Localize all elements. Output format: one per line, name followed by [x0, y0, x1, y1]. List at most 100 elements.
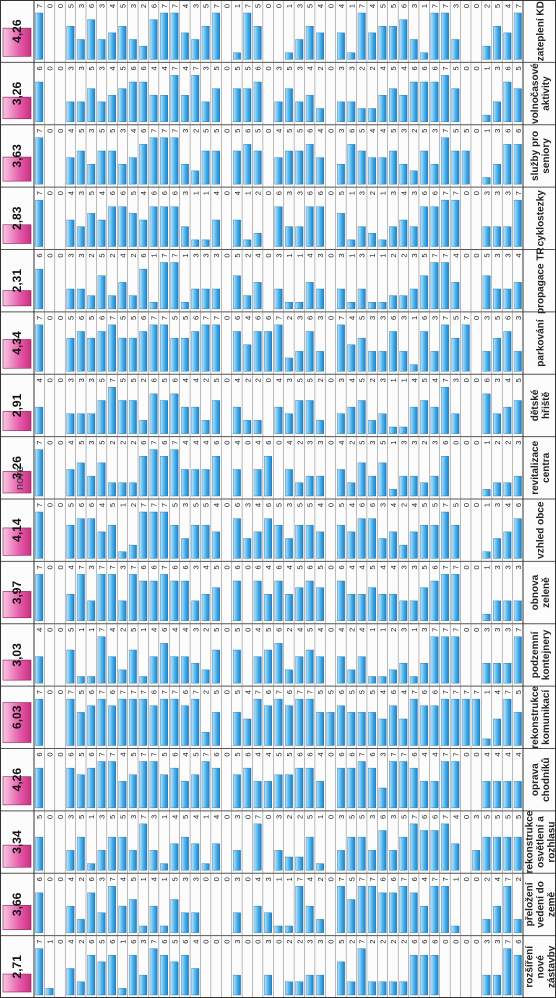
cell-value: 7 — [202, 316, 211, 320]
data-bar — [378, 981, 387, 996]
cell-value: 7 — [441, 503, 450, 507]
data-bar — [399, 600, 408, 621]
cell-value: 6 — [139, 316, 148, 320]
data-bar — [441, 886, 449, 933]
data-bar — [139, 45, 148, 60]
data-bar — [285, 52, 293, 60]
data-bar — [451, 761, 460, 809]
data-bar — [503, 948, 512, 996]
data-bar — [201, 594, 210, 621]
data-bar — [76, 39, 85, 60]
data-bar — [368, 587, 377, 621]
data-bar — [232, 219, 241, 247]
data-bar — [451, 843, 460, 871]
cell-value: 0 — [202, 940, 211, 944]
cell-value: 3 — [191, 4, 200, 8]
cell-value: 5 — [212, 690, 221, 694]
data-bar — [461, 324, 470, 372]
data-bar — [139, 761, 148, 809]
cell-value: 0 — [472, 253, 481, 257]
cell-value: 5 — [212, 565, 221, 569]
data-bar — [409, 531, 418, 559]
data-bar — [305, 649, 314, 684]
data-bar — [399, 761, 408, 809]
cell-value: 6 — [379, 815, 388, 819]
cell-value: 4 — [431, 378, 440, 382]
cell-value: 5 — [212, 66, 221, 70]
cell-value: 0 — [46, 877, 55, 881]
data-bar — [513, 400, 522, 434]
data-bar — [191, 331, 200, 372]
data-bar — [66, 413, 75, 434]
cell-value: 6 — [150, 378, 159, 382]
cell-value: 5 — [254, 129, 263, 133]
data-bar — [212, 288, 220, 310]
data-bar — [180, 337, 189, 372]
cell-value: 7 — [98, 690, 107, 694]
data-bar — [482, 781, 491, 809]
data-bar — [409, 600, 418, 621]
cell-value: 7 — [170, 4, 179, 8]
cell-value: 5 — [275, 752, 284, 756]
cell-value: 6 — [233, 316, 242, 320]
data-bar — [316, 420, 325, 434]
data-bar — [368, 233, 377, 247]
data-bar — [232, 912, 241, 933]
cell-value: 5 — [108, 815, 117, 819]
data-bar — [232, 649, 241, 684]
data-bar — [513, 919, 522, 933]
data-bar — [493, 413, 501, 434]
cell-value: 7 — [451, 628, 460, 632]
cell-value: 5 — [451, 503, 460, 507]
column-header: revitalizace centra — [530, 440, 552, 494]
cell-value: 7 — [441, 4, 450, 8]
cell-value: 1 — [118, 503, 127, 507]
cell-value: 2 — [285, 815, 294, 819]
data-bar — [378, 239, 387, 247]
cell-value: 0 — [472, 752, 481, 756]
cell-value: 2 — [118, 628, 127, 632]
cell-value: 5 — [160, 378, 169, 382]
cell-value: 5 — [358, 378, 367, 382]
data-bar — [97, 219, 106, 247]
data-bar — [503, 331, 512, 372]
data-bar — [180, 955, 189, 996]
data-bar — [264, 705, 272, 746]
data-bar — [441, 262, 449, 310]
data-bar — [253, 580, 262, 621]
cell-value: 7 — [451, 752, 460, 756]
cell-value: 3 — [87, 441, 96, 445]
cell-value: 0 — [264, 4, 273, 8]
average-bar — [2, 224, 32, 244]
data-bar — [264, 912, 272, 933]
cell-value: 2 — [108, 441, 117, 445]
cell-value: 3 — [337, 253, 346, 257]
data-bar — [420, 781, 429, 809]
column-header-text: nové — [536, 955, 547, 979]
average-value: 2,71 — [10, 955, 24, 979]
cell-value: 5 — [514, 66, 523, 70]
cell-value: 5 — [98, 441, 107, 445]
average-bar — [2, 527, 32, 556]
cell-value: 7 — [462, 316, 471, 320]
cell-value: 0 — [264, 815, 273, 819]
cell-value: 3 — [493, 503, 502, 507]
cell-value: 6 — [35, 877, 44, 881]
cell-value: 0 — [222, 316, 231, 320]
column-header: dětské hřiště — [530, 389, 552, 421]
cell-value: 0 — [56, 752, 65, 756]
data-bar — [503, 836, 512, 871]
cell-value: 2 — [118, 441, 127, 445]
cell-value: 7 — [358, 877, 367, 881]
data-bar — [378, 787, 387, 809]
data-bar — [357, 886, 366, 933]
data-bar — [108, 836, 116, 871]
cell-value: 5 — [233, 66, 242, 70]
data-bar — [420, 587, 429, 621]
cell-value: 6 — [420, 690, 429, 694]
data-bar — [295, 226, 304, 247]
cell-value: 5 — [327, 690, 336, 694]
cell-value: 0 — [222, 253, 231, 257]
data-bar — [493, 226, 501, 247]
cell-value: 6 — [254, 565, 263, 569]
